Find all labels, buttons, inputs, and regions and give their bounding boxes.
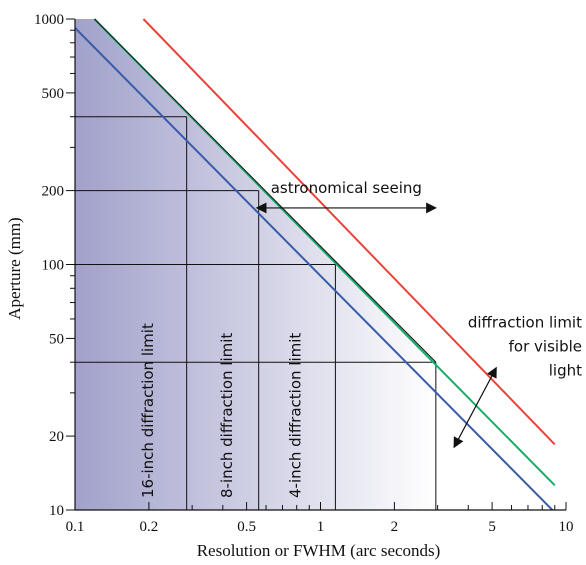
- y-tick-label: 200: [42, 184, 65, 200]
- label-4-inch-diffraction-limit: 4-inch diffraction limit: [287, 333, 305, 498]
- x-tick-label: 0.1: [66, 519, 85, 535]
- y-tick-label: 50: [49, 331, 64, 347]
- x-tick-label: 1: [317, 519, 325, 535]
- label-8-inch-diffraction-limit: 8-inch diffraction limit: [218, 333, 236, 498]
- y-ticks: 10 20 50 100 200 500 1000: [34, 12, 75, 519]
- x-tick-label: 0.5: [237, 519, 256, 535]
- visible-light-label-line-3: light: [549, 362, 582, 380]
- series-line-black: [94, 18, 437, 363]
- x-tick-label: 10: [559, 519, 574, 535]
- y-tick-label: 100: [42, 258, 65, 274]
- astronomical-seeing-label: astronomical seeing: [271, 179, 422, 197]
- x-tick-label: 5: [488, 519, 496, 535]
- visible-light-label-line-1: diffraction limit: [468, 314, 582, 332]
- x-axis-title: Resolution or FWHM (arc seconds): [197, 541, 441, 560]
- y-axis-title: Aperture (mm): [5, 217, 24, 319]
- y-tick-label: 1000: [34, 12, 64, 28]
- visible-light-arrow: [453, 366, 497, 449]
- visible-light-label-line-2: for visible: [509, 338, 582, 356]
- axes: 0.1 0.2 0.5 1 2 5 10 10 20 50 100 200 500 1000: [34, 12, 574, 535]
- y-tick-label: 500: [42, 86, 65, 102]
- x-tick-label: 2: [391, 519, 399, 535]
- y-tick-label: 10: [49, 503, 64, 519]
- y-tick-label: 20: [49, 429, 64, 445]
- label-16-inch-diffraction-limit: 16-inch diffraction limit: [139, 323, 157, 498]
- x-tick-label: 0.2: [140, 519, 159, 535]
- x-ticks: 0.1 0.2 0.5 1 2 5 10: [66, 502, 574, 535]
- reference-lines: [75, 116, 437, 510]
